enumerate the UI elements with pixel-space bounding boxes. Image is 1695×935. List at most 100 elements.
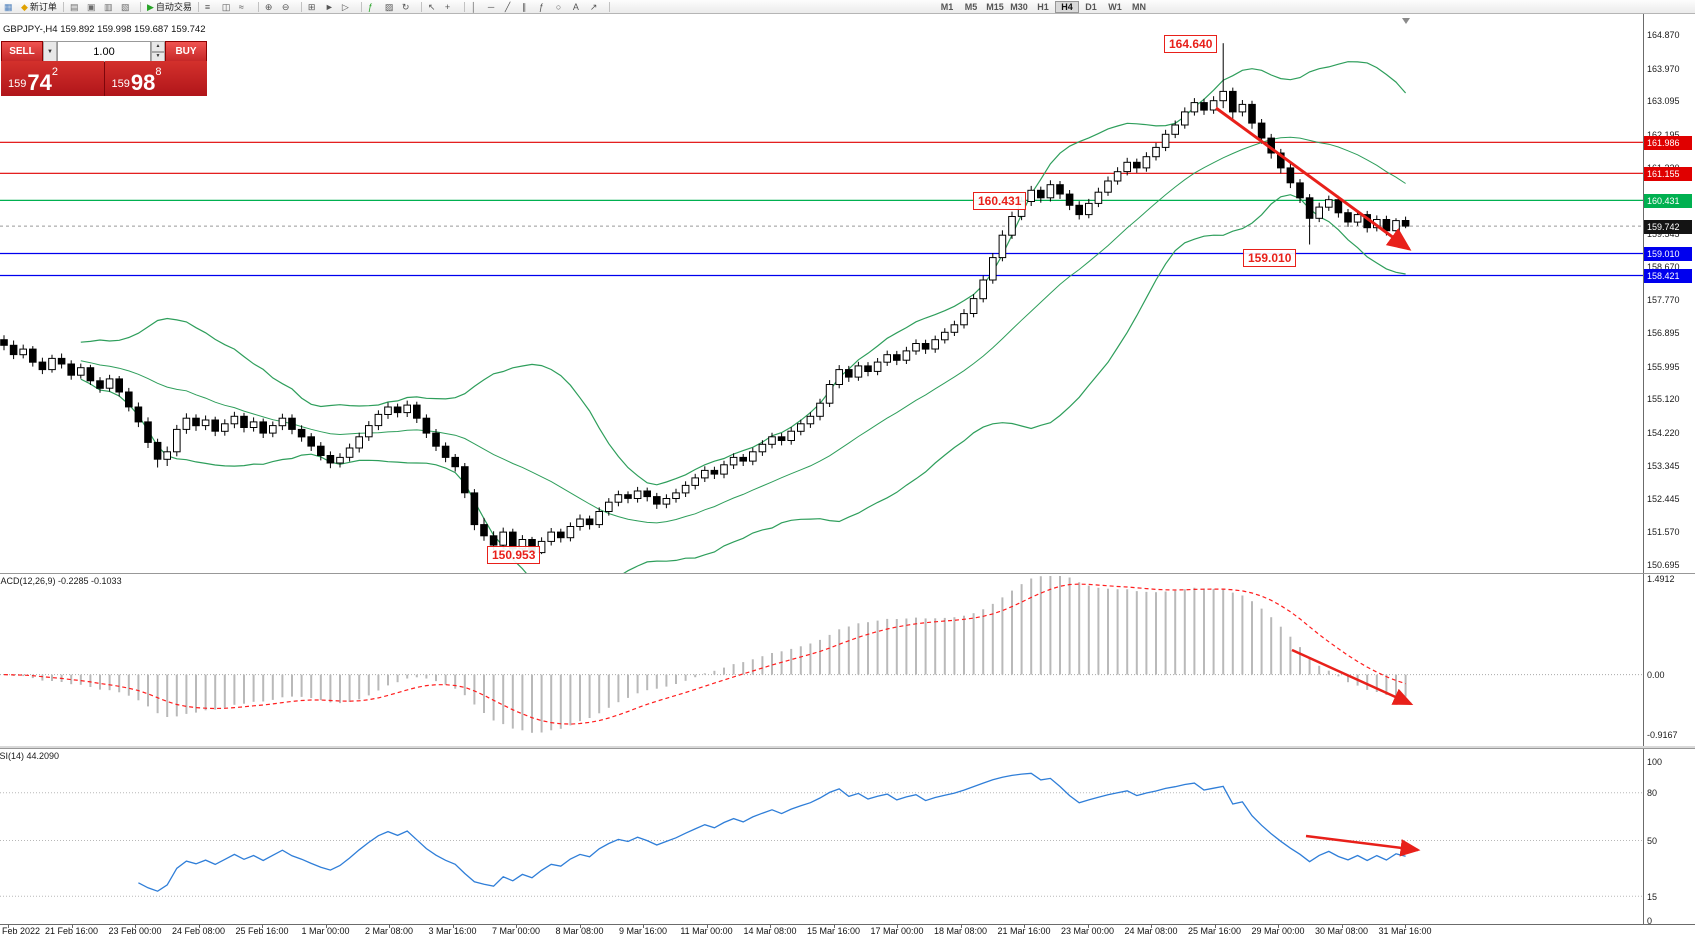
rsi-line [138, 772, 1406, 892]
horizontal-line-icon: ─ [487, 1, 495, 12]
tile-windows-button[interactable]: ⊞ [306, 0, 323, 13]
data-window-button[interactable]: ▣ [85, 0, 102, 13]
volume-up-button[interactable]: ▲ [151, 41, 165, 52]
timeframe-h1-button[interactable]: H1 [1031, 1, 1055, 13]
line-chart-icon: ≈ [238, 1, 244, 12]
buy-button[interactable]: BUY [165, 41, 207, 62]
timeframe-w1-button[interactable]: W1 [1103, 1, 1127, 13]
time-tick [452, 925, 454, 928]
fibonacci-button[interactable]: ƒ [537, 0, 554, 13]
toolbar-separator [139, 1, 141, 12]
price-chart-svg[interactable] [0, 14, 1643, 573]
time-tick [1024, 925, 1025, 928]
toolbar-separator [420, 1, 422, 12]
horizontal-lines[interactable] [0, 141, 1643, 277]
date-label: 9 Mar 16:00 [618, 926, 668, 935]
price-badge: 159.010 [1644, 247, 1692, 261]
time-tick [897, 925, 898, 928]
volume-stepper: ▲ ▼ [151, 41, 165, 62]
macd-tick-label: -0.9167 [1647, 729, 1678, 740]
time-tick [643, 925, 644, 928]
price-tick-label: 153.345 [1647, 460, 1680, 471]
navigator-button[interactable]: ▥ [102, 0, 119, 13]
toolbar-buttons: ▦ ◆ 新订单 ▤ ▣ ▥ ▧ ▶ 自动交易 ≡ ◫ ≈ ⊕ ⊖ ⊞ ► ▷ ƒ ▨ ↻ ↖ + │ ─ ╱ ∥ ƒ ○ A ↗ [2, 0, 614, 13]
time-tick [135, 925, 136, 928]
rsi-chart-svg[interactable] [0, 749, 1643, 925]
text-label-button[interactable]: A [571, 0, 588, 13]
line-chart-button[interactable]: ≈ [237, 0, 254, 13]
timeframe-d1-button[interactable]: D1 [1079, 1, 1103, 13]
refresh-button[interactable]: ↻ [400, 0, 417, 13]
date-label: 25 Mar 16:00 [1187, 926, 1242, 935]
sell-button[interactable]: SELL [1, 41, 43, 62]
terminal-button[interactable]: ▧ [119, 0, 136, 13]
trendline-button[interactable]: ╱ [503, 0, 520, 13]
price-tick-label: 156.895 [1647, 327, 1680, 338]
price-callout[interactable]: 160.431 [973, 192, 1027, 210]
price-tick-label: 163.095 [1647, 96, 1680, 107]
date-label: 17 Mar 00:00 [870, 926, 924, 935]
time-tick [71, 925, 73, 928]
rsi-tick-label: 80 [1647, 788, 1658, 799]
price-callout[interactable]: 159.010 [1243, 249, 1297, 267]
trend-arrow[interactable] [1215, 106, 1412, 251]
time-tick [516, 925, 517, 928]
volume-input[interactable] [57, 41, 151, 62]
indicators-icon: ƒ [367, 1, 373, 12]
text-label-icon: A [572, 1, 579, 12]
horizontal-line-button[interactable]: ─ [486, 0, 503, 13]
timeframe-m15-button[interactable]: M15 [983, 1, 1007, 13]
equidistant-channel-button[interactable]: ∥ [520, 0, 537, 13]
timeframe-m30-button[interactable]: M30 [1007, 1, 1031, 13]
vertical-line-button[interactable]: │ [469, 0, 486, 13]
macd-chart-svg[interactable] [0, 574, 1643, 747]
price-tick-label: 159.545 [1647, 229, 1680, 239]
trend-arrow[interactable] [1291, 648, 1414, 706]
time-axis[interactable]: Feb 2022 21 Feb 16:00 23 Feb 00:00 24 Feb 0… [0, 924, 1695, 935]
market-watch-button[interactable]: ▤ [68, 0, 85, 13]
date-label: 29 Mar 00:00 [1251, 926, 1305, 935]
price-tick-label: 162.195 [1647, 130, 1680, 140]
chart-shift-button[interactable]: ▷ [340, 0, 357, 13]
templates-button[interactable]: ▨ [383, 0, 400, 13]
timeframe-mn-button[interactable]: MN [1127, 1, 1151, 13]
one-click-trading-panel: SELL ▼ ▲ ▼ BUY 159 74 2 159 98 8 [1, 41, 207, 96]
time-tick [579, 925, 581, 928]
date-label: 15 Mar 16:00 [806, 926, 861, 935]
timeframe-m1-button[interactable]: M1 [935, 1, 959, 13]
bar-chart-button[interactable]: ≡ [203, 0, 220, 13]
panel-splitter[interactable] [0, 746, 1695, 748]
auto-trading-icon: ▶ [146, 1, 154, 12]
bar-chart-icon: ≡ [204, 1, 211, 12]
cursor-icon: ↖ [427, 1, 436, 12]
crosshair-button[interactable]: + [443, 0, 460, 13]
auto-trading-button[interactable]: ▶ 自动交易 [145, 0, 194, 13]
zoom-in-button[interactable]: ⊕ [263, 0, 280, 13]
buy-price-display[interactable]: 159 98 8 [104, 61, 207, 96]
cursor-button[interactable]: ↖ [426, 0, 443, 13]
time-tick [198, 925, 200, 928]
macd-tick-label: 1.4912 [1647, 573, 1675, 584]
trend-arrow[interactable] [1305, 834, 1421, 857]
toolbar-separator [360, 1, 362, 12]
time-tick [1341, 925, 1343, 928]
chevron-down-icon: ▼ [155, 53, 161, 60]
volume-dropdown-button[interactable]: ▼ [43, 41, 57, 62]
sell-price-display[interactable]: 159 74 2 [1, 61, 104, 96]
timeframe-m5-button[interactable]: M5 [959, 1, 983, 13]
price-callout[interactable]: 150.953 [487, 546, 541, 564]
new-chart-button[interactable]: ▦ [2, 0, 19, 13]
toolbar-separator [463, 1, 465, 12]
new-order-button[interactable]: ◆ 新订单 [19, 0, 59, 13]
price-callout[interactable]: 164.640 [1164, 35, 1218, 53]
indicators-button[interactable]: ƒ [366, 0, 383, 13]
arrow-tool-button[interactable]: ↗ [588, 0, 605, 13]
candlestick-chart-button[interactable]: ◫ [220, 0, 237, 13]
shapes-button[interactable]: ○ [554, 0, 571, 13]
price-tick-label: 155.995 [1647, 361, 1680, 372]
date-label: 8 Mar 08:00 [555, 926, 604, 935]
zoom-out-button[interactable]: ⊖ [280, 0, 297, 13]
candlestick-chart-icon: ◫ [221, 1, 231, 12]
auto-scroll-button[interactable]: ► [323, 0, 340, 13]
timeframe-h4-button[interactable]: H4 [1055, 1, 1079, 13]
